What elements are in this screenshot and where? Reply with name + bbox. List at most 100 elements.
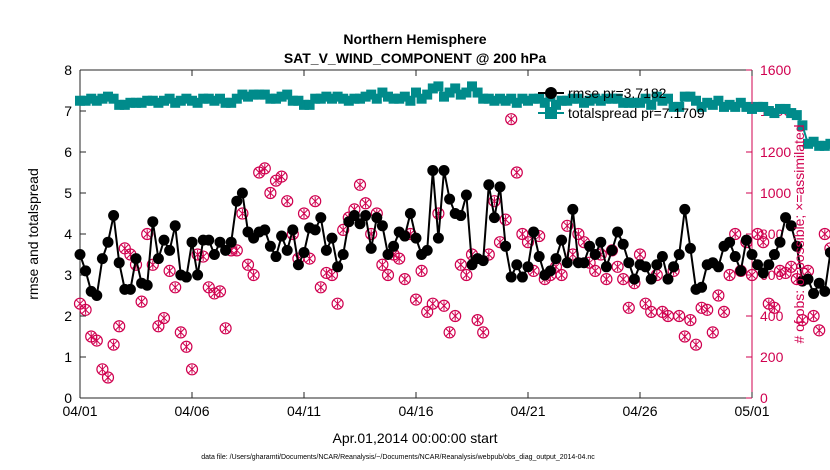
rmse-point [696, 281, 708, 293]
rmse-point [432, 232, 444, 244]
totalspread-point [371, 93, 382, 104]
obs-point [729, 227, 742, 241]
obs-point [421, 305, 434, 318]
y-left-tick-label: 7 [64, 103, 72, 119]
obs-assimilated-marker [680, 332, 689, 341]
totalspread-point [338, 93, 349, 104]
rmse-point [668, 261, 680, 273]
rmse-point [270, 251, 282, 263]
totalspread-point [293, 95, 304, 106]
rmse-point [752, 259, 764, 271]
totalspread-point [231, 93, 242, 104]
y-axis-right-label: # of obs: o=possible; ×=assimilated [791, 124, 807, 343]
obs-assimilated-marker [221, 323, 230, 333]
obs-possible-marker [516, 227, 529, 241]
rmse-point [460, 189, 472, 201]
rmse-point [315, 212, 327, 224]
obs-assimilated-marker [115, 321, 124, 331]
rmse-point [292, 259, 304, 271]
obs-assimilated-marker [748, 270, 756, 280]
obs-point [264, 186, 277, 200]
obs-possible-marker [174, 326, 187, 339]
rmse-point [662, 273, 674, 285]
rmse-point [768, 249, 780, 260]
totalspread-point [220, 97, 231, 108]
rmse-point [298, 246, 310, 258]
obs-assimilated-marker [176, 327, 185, 337]
totalspread-point [696, 101, 707, 112]
obs-assimilated-marker [182, 342, 191, 352]
obs-possible-marker [230, 244, 243, 257]
totalspread-point [562, 95, 573, 106]
chart-title: Northern Hemisphere [343, 31, 486, 47]
totalspread-point [668, 101, 679, 112]
obs-point [393, 252, 406, 265]
rmse-point [124, 283, 136, 295]
rmse-point [264, 240, 276, 252]
rmse-point [500, 240, 512, 252]
totalspread-point [366, 89, 377, 100]
rmse-point [180, 271, 192, 283]
obs-possible-marker [751, 227, 764, 241]
rmse-point [287, 224, 299, 236]
obs-possible-marker [241, 258, 255, 271]
totalspread-point [797, 120, 808, 131]
totalspread-point [607, 93, 617, 104]
totalspread-point [142, 95, 153, 106]
x-tick-label: 04/21 [510, 403, 545, 419]
obs-point [337, 223, 350, 236]
obs-point [622, 301, 635, 314]
obs-possible-marker [281, 195, 294, 208]
obs-point [712, 289, 725, 302]
rmse-point [533, 251, 545, 263]
totalspread-point [388, 93, 399, 104]
obs-assimilated-marker [815, 325, 824, 335]
totalspread-point [573, 93, 584, 104]
totalspread-point [203, 93, 214, 104]
rmse-point [561, 257, 573, 269]
obs-point [706, 326, 719, 339]
obs-assimilated-marker [216, 286, 224, 296]
totalspread-point [635, 97, 645, 108]
rmse-point [640, 261, 652, 273]
rmse-point [382, 249, 394, 260]
obs-possible-marker [600, 273, 613, 286]
totalspread-point [265, 93, 276, 104]
obs-point [90, 334, 103, 347]
obs-point [163, 264, 176, 277]
obs-possible-marker [213, 285, 227, 298]
obs-assimilated-marker [98, 364, 107, 374]
totalspread-point [791, 110, 802, 121]
obs-assimilated-marker [692, 340, 700, 350]
rmse-point [724, 236, 736, 248]
totalspread-point [175, 95, 186, 106]
obs-point [723, 268, 736, 282]
obs-point [297, 207, 311, 220]
rmse-point [259, 224, 271, 236]
obs-possible-marker [673, 309, 686, 323]
obs-assimilated-marker [787, 262, 796, 272]
obs-assimilated-marker [339, 225, 348, 235]
obs-possible-marker [521, 236, 535, 249]
rmse-point [780, 212, 792, 224]
obs-point [673, 309, 686, 323]
rmse-point [824, 246, 830, 258]
obs-assimilated-marker [451, 311, 460, 321]
obs-possible-marker [449, 309, 462, 323]
obs-assimilated-marker [232, 245, 241, 255]
obs-possible-marker [471, 314, 484, 327]
totalspread-point [612, 93, 623, 104]
obs-possible-marker [236, 207, 249, 220]
legend-label-rmse: rmse pr=3.7182 [568, 85, 667, 101]
rmse-point [455, 210, 467, 222]
rmse-point [169, 220, 181, 232]
totalspread-point [209, 95, 220, 106]
totalspread-point [416, 93, 427, 104]
y-left-tick-label: 2 [64, 308, 72, 324]
obs-point [157, 311, 171, 325]
totalspread-point [763, 106, 774, 116]
totalspread-point [181, 93, 192, 104]
obs-possible-marker [432, 207, 445, 220]
rmse-point [236, 187, 248, 199]
obs-point [437, 299, 451, 312]
